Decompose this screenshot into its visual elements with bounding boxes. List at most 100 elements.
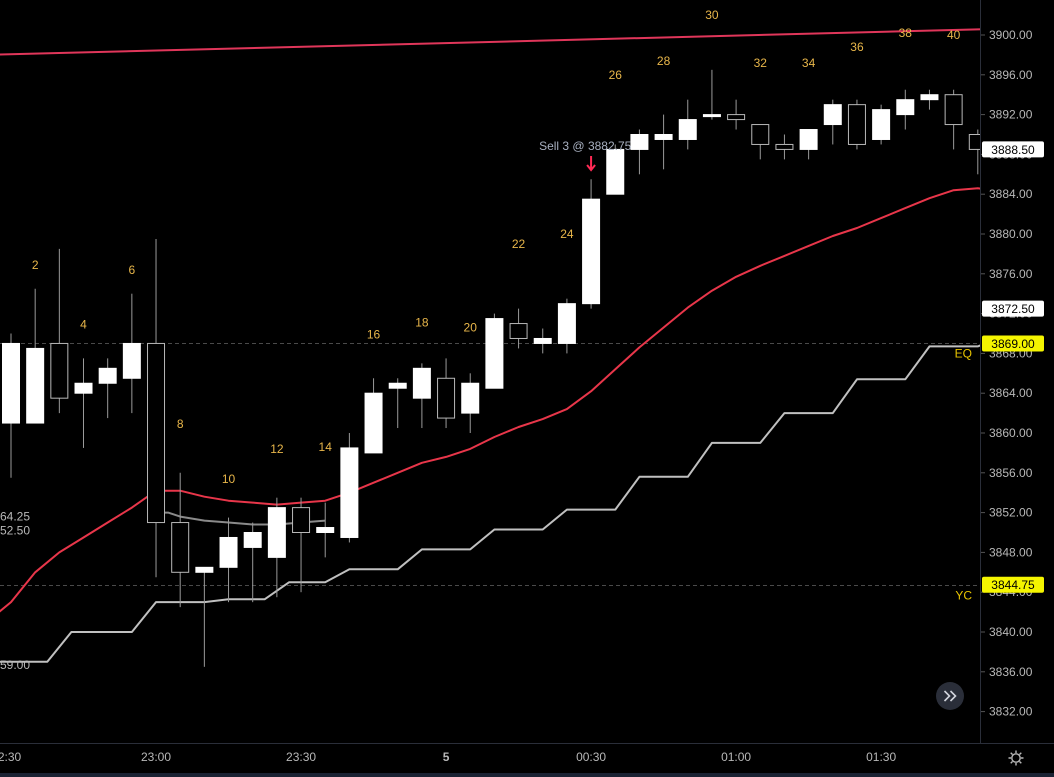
- gear-icon: [1008, 750, 1024, 766]
- bar-number-label: 24: [560, 227, 574, 241]
- candle-body-down: [292, 507, 311, 533]
- price-badge-box: [982, 335, 1044, 352]
- candle-body-up: [412, 367, 431, 399]
- reference-label-yc: YC: [955, 589, 972, 603]
- time-tick-label: 22:30: [0, 750, 22, 764]
- price-tick-label: 3900.00: [989, 28, 1033, 42]
- price-badge-label: 3844.75: [991, 578, 1035, 592]
- price-tick-label: 3856.00: [989, 466, 1033, 480]
- bar-number-label: 28: [657, 54, 671, 68]
- candle: [872, 104, 891, 145]
- candle: [678, 99, 697, 150]
- scroll-to-realtime-button[interactable]: [936, 682, 964, 710]
- candle: [147, 238, 166, 578]
- candle: [437, 358, 456, 429]
- bar-number-label: 26: [609, 68, 623, 82]
- window-bottom-edge: [0, 773, 1054, 777]
- time-tick-label: 01:00: [721, 750, 751, 764]
- candle-body-up: [920, 94, 939, 101]
- bar-number-label: 12: [270, 442, 284, 456]
- candlesticks: [2, 69, 987, 667]
- price-axis-panel[interactable]: [980, 0, 1054, 743]
- candle: [340, 433, 359, 543]
- price-tick-label: 3896.00: [989, 68, 1033, 82]
- candle: [847, 99, 866, 150]
- price-tick-label: 3852.00: [989, 506, 1033, 520]
- candle-body-up: [219, 536, 238, 568]
- candle-body-up: [630, 134, 649, 150]
- bar-number-label: 30: [705, 8, 719, 22]
- price-badge-box: [982, 576, 1044, 593]
- candle-body-down: [847, 104, 866, 145]
- price-badge-label: 3888.50: [991, 143, 1035, 157]
- candle-body-up: [799, 129, 818, 150]
- bar-number-label: 38: [899, 26, 913, 40]
- left-edge-price-label: 52.50: [0, 523, 30, 537]
- candle: [50, 248, 69, 414]
- candle-body-up: [26, 347, 45, 424]
- sell-arrow-icon: [586, 156, 596, 172]
- candle: [388, 378, 407, 429]
- double-chevron-right-icon: [943, 690, 957, 702]
- candle: [944, 89, 963, 150]
- price-tick-label: 3836.00: [989, 665, 1033, 679]
- bar-number-label: 34: [802, 56, 816, 70]
- bar-number-label: 8: [177, 417, 184, 431]
- candle: [316, 502, 335, 558]
- bar-number-label: 36: [850, 40, 864, 54]
- candle: [219, 517, 238, 603]
- candle-body-up: [678, 119, 697, 140]
- candle-body-down: [171, 522, 190, 573]
- candle: [364, 378, 383, 454]
- bar-number-label: 14: [319, 440, 333, 454]
- price-badge: 3869.00: [982, 335, 1044, 352]
- candle-body-up: [896, 99, 915, 116]
- candle: [98, 358, 117, 419]
- bar-number-label: 4: [80, 318, 87, 332]
- candle: [799, 129, 818, 160]
- price-tick-label: 3860.00: [989, 426, 1033, 440]
- candle-body-up: [74, 382, 93, 394]
- candle-body-up: [533, 337, 552, 344]
- candle-body-up: [340, 447, 359, 538]
- bar-number-label: 32: [754, 56, 768, 70]
- candle-body-up: [872, 109, 891, 140]
- time-tick-label: 23:30: [286, 750, 316, 764]
- candle: [461, 373, 480, 433]
- bar-number-label: 20: [464, 321, 478, 335]
- candle-body-up: [582, 198, 601, 305]
- candle: [171, 472, 190, 608]
- candle: [823, 99, 842, 145]
- bar-number-label: 40: [947, 28, 961, 42]
- candle-body-up: [388, 382, 407, 389]
- price-badge: 3844.75: [982, 576, 1044, 593]
- candle: [654, 114, 673, 170]
- price-badges: 3888.50 3872.50 3869.00 3844.75: [982, 141, 1044, 593]
- price-badge: 3888.50: [982, 141, 1044, 158]
- candle: [509, 308, 528, 349]
- candle: [533, 328, 552, 354]
- candle-body-up: [122, 342, 141, 379]
- indicator-line-3: [0, 339, 993, 663]
- candle-body-up: [243, 532, 262, 548]
- candle-body-down: [944, 94, 963, 126]
- candle-body-down: [751, 124, 770, 145]
- left-edge-price-label: 64.25: [0, 510, 30, 524]
- candle: [122, 293, 141, 414]
- candle: [557, 298, 576, 354]
- bar-number-label: 6: [129, 263, 136, 277]
- candle: [775, 134, 794, 160]
- price-badge-box: [982, 300, 1044, 317]
- price-badge-box: [982, 141, 1044, 158]
- candle: [751, 124, 770, 160]
- price-tick-label: 3884.00: [989, 187, 1033, 201]
- chart-settings-button[interactable]: [1008, 750, 1024, 766]
- candle-body-up: [316, 527, 335, 534]
- candle: [485, 313, 504, 389]
- time-axis[interactable]: 22:30 23:00 23:30 5 00:30 01:00 01:30: [0, 750, 896, 764]
- candle-body-up: [654, 134, 673, 140]
- candle: [896, 89, 915, 130]
- candle-body-up: [557, 303, 576, 344]
